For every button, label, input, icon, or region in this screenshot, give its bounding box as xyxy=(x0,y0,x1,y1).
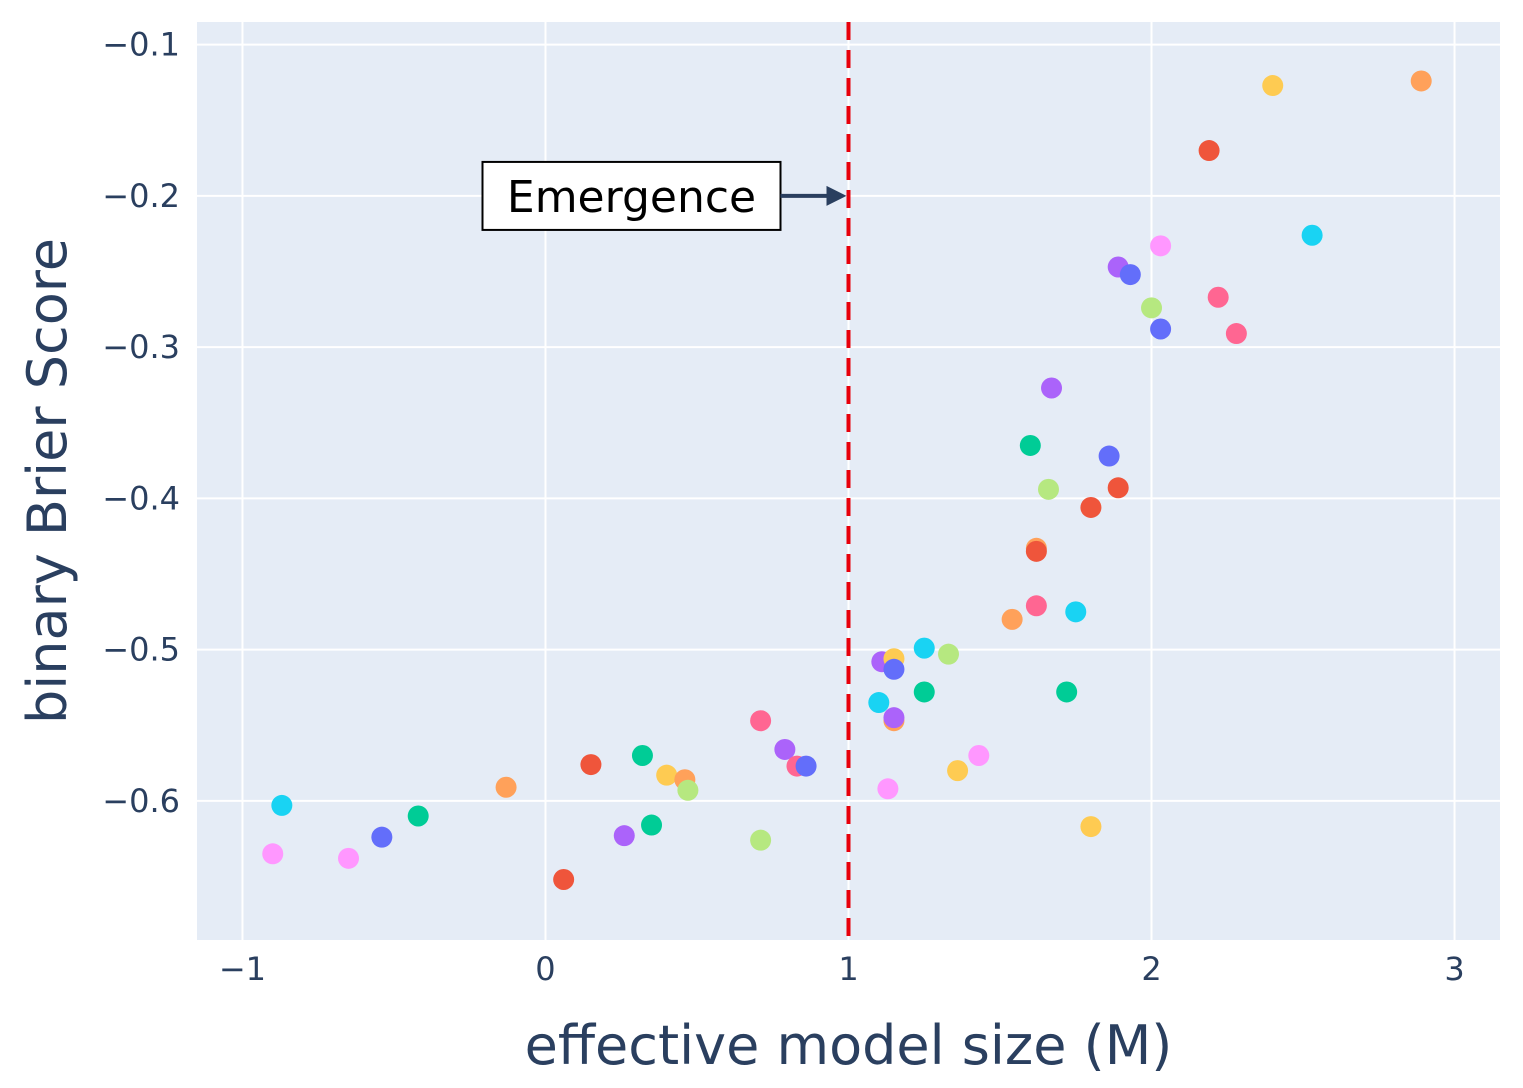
data-point xyxy=(495,776,517,798)
data-point xyxy=(1141,297,1163,319)
data-point xyxy=(1150,318,1172,340)
data-point xyxy=(631,744,653,766)
data-point xyxy=(1037,478,1059,500)
annotation-box xyxy=(481,160,782,231)
data-points xyxy=(262,70,1432,891)
data-point xyxy=(913,637,935,659)
data-point xyxy=(1080,816,1102,838)
data-point xyxy=(1056,681,1078,703)
y-tick-label: −0.1 xyxy=(102,26,180,64)
data-point xyxy=(947,760,969,782)
data-point xyxy=(677,779,699,801)
y-tick-label: −0.3 xyxy=(102,328,180,366)
data-point xyxy=(656,764,678,786)
data-point xyxy=(968,744,990,766)
data-point xyxy=(1225,323,1247,345)
data-point xyxy=(1198,140,1220,162)
data-point xyxy=(750,829,772,851)
y-tick-label: −0.6 xyxy=(102,782,180,820)
data-point xyxy=(883,707,905,729)
data-point xyxy=(913,681,935,703)
data-point xyxy=(1025,540,1047,562)
data-point xyxy=(1098,445,1120,467)
x-tick-label: 2 xyxy=(1141,950,1161,988)
data-point xyxy=(1107,477,1129,499)
data-point xyxy=(795,755,817,777)
data-point xyxy=(868,692,890,714)
y-axis-title: binary Brier Score xyxy=(16,238,79,724)
data-point xyxy=(1301,224,1323,246)
data-point xyxy=(407,805,429,827)
x-tick-label: 3 xyxy=(1444,950,1464,988)
data-point xyxy=(1080,496,1102,518)
data-point xyxy=(1001,608,1023,630)
x-tick-label: 0 xyxy=(535,950,555,988)
data-point xyxy=(371,826,393,848)
data-point xyxy=(553,869,575,891)
x-tick-label: −1 xyxy=(219,950,266,988)
x-axis-title: effective model size (M) xyxy=(525,1014,1173,1077)
data-point xyxy=(937,643,959,665)
data-point xyxy=(1019,434,1041,456)
data-point xyxy=(750,710,772,732)
data-point xyxy=(1150,235,1172,257)
data-point xyxy=(1262,75,1284,97)
emergence-annotation: Emergence xyxy=(481,160,847,231)
data-point xyxy=(1025,595,1047,617)
data-point xyxy=(338,847,360,869)
x-axis-ticks: −1 0 1 2 3 xyxy=(219,950,1465,988)
data-point xyxy=(262,843,284,865)
y-tick-label: −0.2 xyxy=(102,177,180,215)
data-point xyxy=(1410,70,1432,92)
y-tick-label: −0.4 xyxy=(102,479,180,517)
annotation-arrow-head xyxy=(826,185,847,206)
data-point xyxy=(641,814,663,836)
data-point xyxy=(883,658,905,680)
data-point xyxy=(877,778,899,800)
data-point xyxy=(580,754,602,776)
y-axis-ticks: −0.1 −0.2 −0.3 −0.4 −0.5 −0.6 xyxy=(102,26,180,820)
data-point xyxy=(1207,286,1229,308)
x-tick-label: 1 xyxy=(838,950,858,988)
data-point xyxy=(774,738,796,760)
annotation-text: Emergence xyxy=(507,172,756,223)
data-point xyxy=(1065,601,1087,623)
data-point xyxy=(271,794,293,816)
data-point xyxy=(613,825,635,847)
data-point xyxy=(1119,264,1141,286)
data-point xyxy=(1041,377,1063,399)
y-tick-label: −0.5 xyxy=(102,631,180,669)
